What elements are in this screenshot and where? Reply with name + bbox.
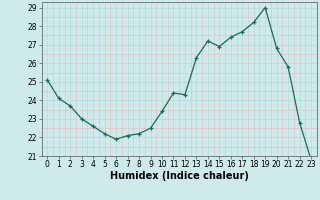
X-axis label: Humidex (Indice chaleur): Humidex (Indice chaleur): [110, 171, 249, 181]
